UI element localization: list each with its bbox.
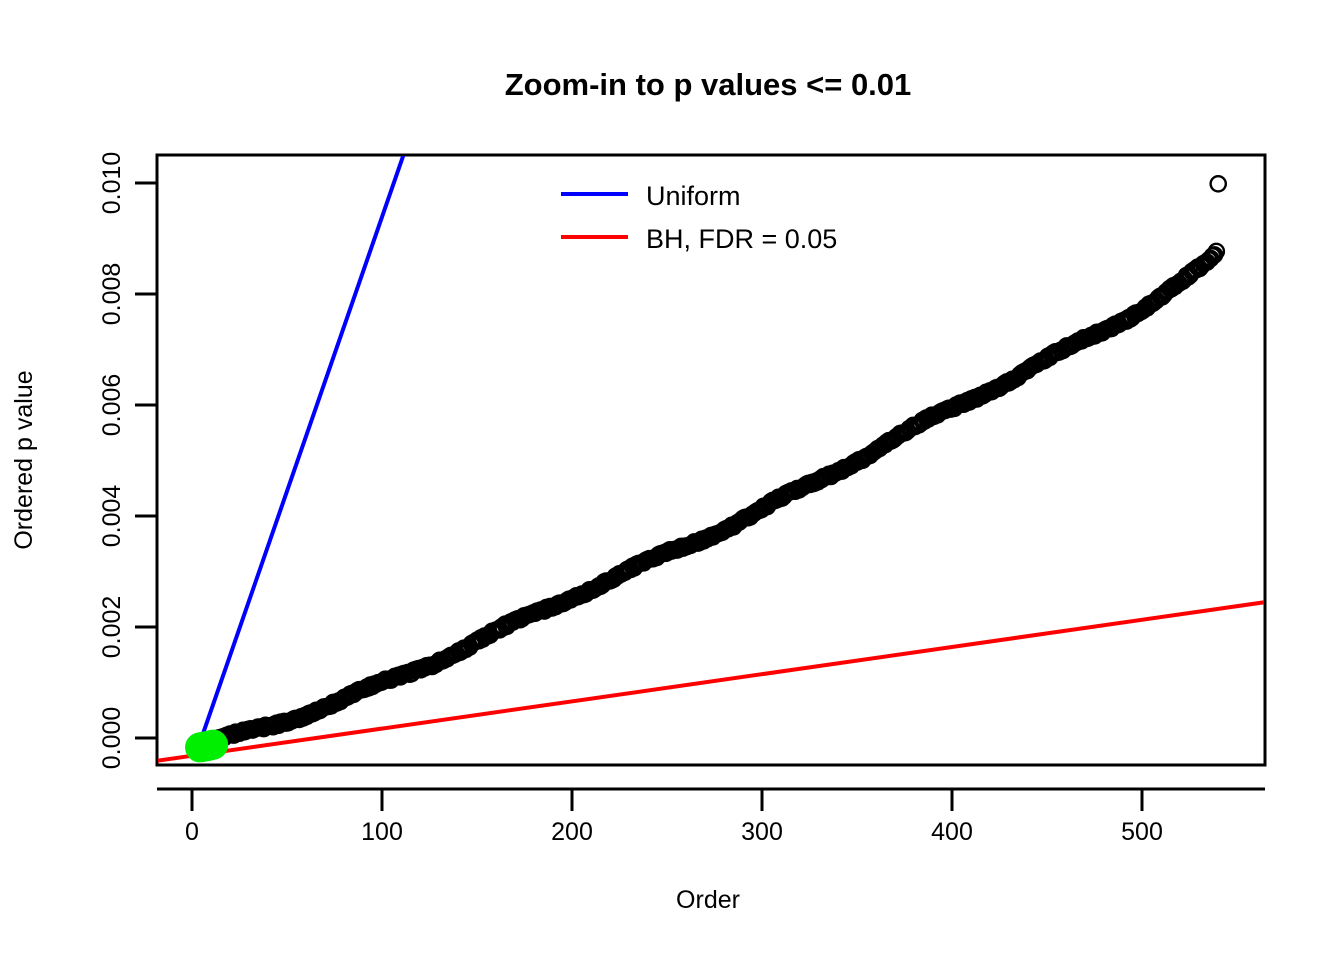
y-axis-title: Ordered p value [10,370,38,549]
x-tick-label: 500 [1121,818,1163,846]
legend-label-bh: BH, FDR = 0.05 [646,224,837,254]
series-bh-line [158,600,1264,763]
y-axis: 0.000 0.002 0.004 0.006 0.008 0.010 [98,152,159,770]
x-tick-label: 300 [741,818,783,846]
y-tick-label: 0.010 [98,152,126,215]
plot-box-frame [155,153,1267,767]
series-ordered-pvalues [191,174,1228,755]
y-tick-label: 0.006 [98,374,126,437]
y-tick-label: 0.000 [98,707,126,770]
x-axis-title: Order [676,886,740,914]
y-tick-label: 0.004 [98,485,126,548]
chart-title: Zoom-in to p values <= 0.01 [505,67,912,102]
series-uniform-line [196,156,406,749]
legend-label-uniform: Uniform [646,181,741,211]
x-axis: 0 100 200 300 400 500 [157,787,1265,846]
x-tick-label: 400 [931,818,973,846]
plot-data-region [158,156,1264,763]
x-tick-label: 100 [361,818,403,846]
x-tick-label: 200 [551,818,593,846]
series-significant-points [185,729,229,763]
x-tick-label: 0 [185,818,199,846]
legend: Uniform BH, FDR = 0.05 [561,181,837,254]
y-tick-label: 0.002 [98,596,126,659]
y-tick-label: 0.008 [98,263,126,326]
